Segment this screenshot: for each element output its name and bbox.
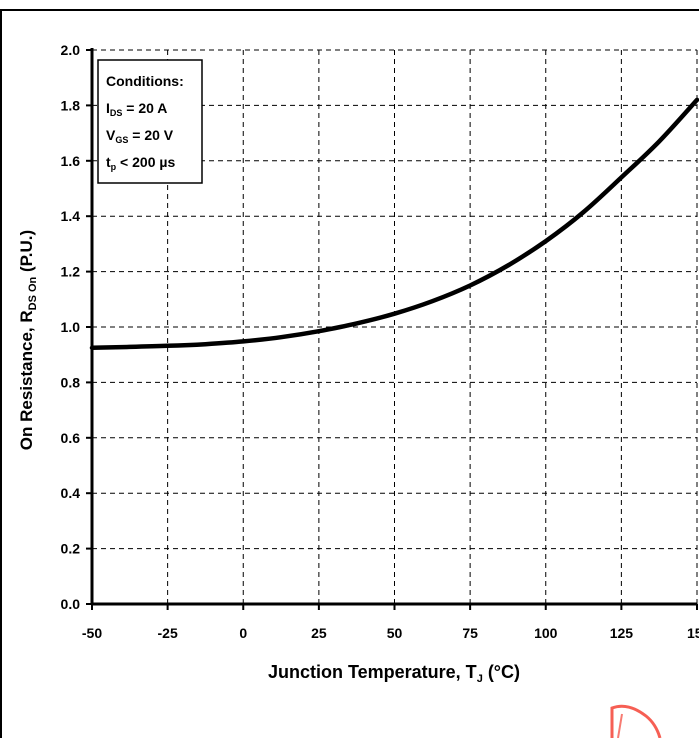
x-tick-label: 100: [534, 625, 558, 641]
y-tick-label: 1.8: [61, 97, 81, 113]
x-tick-label: 125: [610, 625, 634, 641]
conditions-box-border: [97, 59, 203, 184]
x-tick-label: 75: [462, 625, 478, 641]
x-tick-label: 0: [239, 625, 247, 641]
y-tick-label: 0.0: [61, 596, 81, 612]
condition-line-vgs: VGS = 20 V: [106, 127, 174, 145]
x-tick-label: 15: [687, 625, 699, 641]
condition-line-tp: tp < 200 µs: [106, 154, 175, 172]
y-tick-label: 2.0: [61, 42, 81, 58]
y-tick-label: 1.4: [61, 208, 81, 224]
y-tick-label: 0.8: [61, 374, 81, 390]
conditions-box: Conditions: IDS = 20 A VGS = 20 V tp < 2…: [97, 59, 203, 184]
red-logo-fragment-icon: [610, 704, 662, 738]
condition-line-ids: IDS = 20 A: [106, 100, 167, 118]
x-tick-label: -25: [158, 625, 178, 641]
y-tick-label: 1.6: [61, 153, 81, 169]
x-tick-labels: -50 -25 0 25 50 75 100 125 15: [82, 625, 699, 641]
x-tick-label: 50: [387, 625, 403, 641]
y-axis-title: On Resistance, RDS On (P.U.): [17, 230, 39, 450]
y-tick-label: 1.2: [61, 264, 81, 280]
series-line: [89, 97, 699, 351]
x-tick-label: 25: [311, 625, 327, 641]
x-axis-title: Junction Temperature, TJ (°C): [268, 662, 520, 685]
y-tick-label: 0.4: [61, 485, 81, 501]
x-tick-label: -50: [82, 625, 102, 641]
y-tick-label: 0.2: [61, 541, 81, 557]
y-tick-label: 1.0: [61, 319, 81, 335]
y-tick-labels: 0.0 0.2 0.4 0.6 0.8 1.0 1.2 1.4 1.6 1.8 2.0: [61, 42, 81, 612]
axes: [86, 48, 698, 610]
conditions-title: Conditions:: [106, 73, 184, 89]
y-tick-label: 0.6: [61, 430, 81, 446]
